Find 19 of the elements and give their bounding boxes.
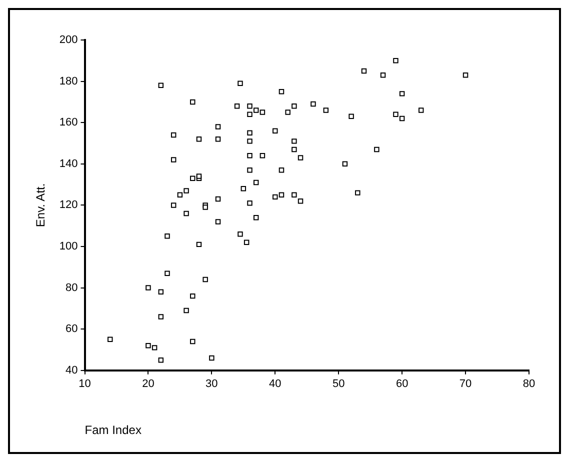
y-tick-label: 140 [59, 158, 78, 170]
y-tick-label: 200 [59, 34, 78, 46]
x-axis-title: Fam Index [84, 423, 142, 438]
y-tick-label: 180 [59, 75, 78, 88]
y-tick-label: 100 [59, 240, 78, 253]
x-tick-label: 30 [206, 378, 218, 390]
y-axis-title: Env. Att. [34, 183, 48, 228]
x-tick-label: 10 [78, 378, 91, 390]
x-tick-label: 60 [396, 378, 408, 390]
y-tick-label: 60 [66, 323, 78, 336]
x-tick-label: 70 [459, 378, 472, 390]
y-tick-label: 40 [66, 364, 78, 376]
x-tick-label: 80 [522, 378, 536, 390]
x-tick-label: 40 [269, 378, 282, 390]
y-tick-label: 120 [59, 199, 78, 212]
x-tick-label: 20 [142, 378, 154, 390]
x-tick-label: 50 [332, 378, 345, 390]
y-tick-label: 80 [66, 282, 78, 294]
y-tick-label: 160 [59, 116, 78, 129]
